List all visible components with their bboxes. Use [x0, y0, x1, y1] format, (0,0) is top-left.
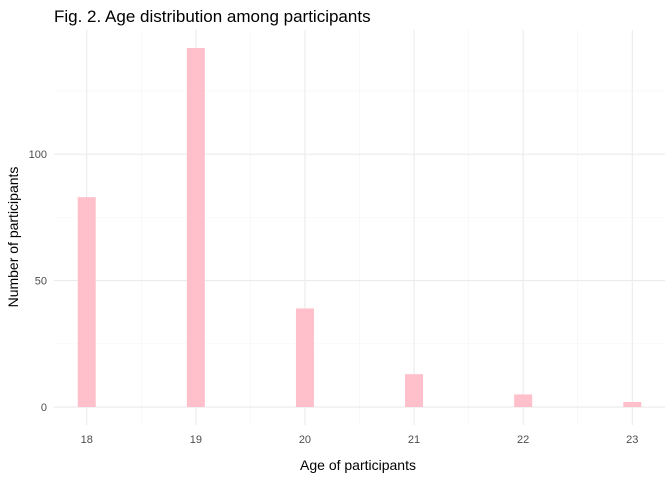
y-axis-label: Number of participants — [5, 167, 21, 308]
x-tick-label: 21 — [408, 434, 420, 446]
bar-age-20 — [295, 308, 314, 408]
y-tick-label: 50 — [35, 276, 47, 288]
x-tick-label: 22 — [517, 434, 529, 446]
grid-lines — [54, 30, 665, 425]
x-tick-label: 20 — [299, 434, 311, 446]
chart-title: Fig. 2. Age distribution among participa… — [54, 7, 371, 26]
x-tick-labels: 18 19 20 21 22 23 — [81, 434, 639, 446]
x-tick-label: 23 — [626, 434, 638, 446]
x-axis-label: Age of participants — [300, 457, 416, 473]
x-tick-label: 19 — [190, 434, 202, 446]
bar-age-18 — [77, 197, 96, 408]
x-tick-label: 18 — [81, 434, 93, 446]
y-tick-label: 100 — [29, 149, 47, 161]
bar-age-23 — [623, 401, 642, 408]
bar-age-22 — [514, 394, 533, 408]
bar-age-21 — [405, 374, 424, 408]
y-tick-label: 0 — [41, 402, 47, 414]
bar-age-19 — [186, 47, 205, 408]
y-tick-labels: 0 50 100 — [29, 149, 47, 414]
bars — [77, 47, 642, 408]
